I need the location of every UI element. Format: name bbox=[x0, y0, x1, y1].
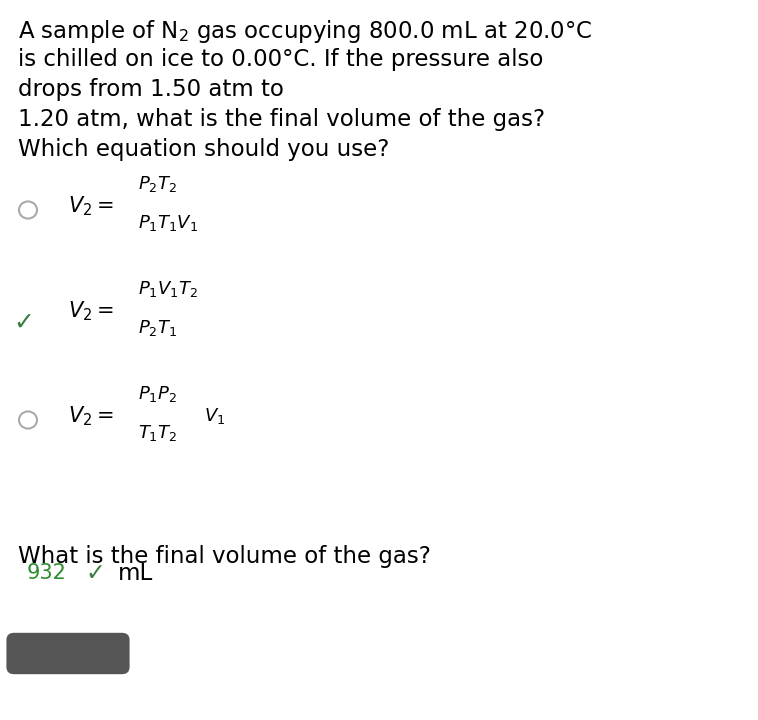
Text: ✓: ✓ bbox=[85, 561, 105, 585]
Text: $V_2 =$: $V_2 =$ bbox=[68, 194, 114, 217]
FancyBboxPatch shape bbox=[6, 483, 130, 524]
Text: What is the final volume of the gas?: What is the final volume of the gas? bbox=[18, 545, 431, 568]
Text: $P_1V_1T_2$: $P_1V_1T_2$ bbox=[138, 279, 198, 299]
Text: $V_2 =$: $V_2 =$ bbox=[68, 300, 114, 323]
Text: ✓: ✓ bbox=[14, 311, 35, 335]
Text: mL: mL bbox=[118, 562, 153, 585]
Text: A sample of N$_2$ gas occupying 800.0 mL at 20.0°C: A sample of N$_2$ gas occupying 800.0 mL… bbox=[18, 18, 593, 45]
Text: 1.20 atm, what is the final volume of the gas?: 1.20 atm, what is the final volume of th… bbox=[18, 108, 545, 131]
Text: $P_2T_2$: $P_2T_2$ bbox=[138, 174, 177, 194]
FancyBboxPatch shape bbox=[6, 633, 130, 674]
Text: $P_1P_2$: $P_1P_2$ bbox=[138, 384, 177, 404]
Text: $P_2T_1$: $P_2T_1$ bbox=[138, 318, 177, 338]
Text: Which equation should you use?: Which equation should you use? bbox=[18, 138, 390, 161]
Text: $P_1T_1V_1$: $P_1T_1V_1$ bbox=[138, 213, 198, 233]
Text: 932: 932 bbox=[27, 563, 67, 583]
Text: COMPLETE: COMPLETE bbox=[23, 619, 114, 634]
Text: is chilled on ice to 0.00°C. If the pressure also: is chilled on ice to 0.00°C. If the pres… bbox=[18, 48, 543, 71]
Text: $T_1T_2$: $T_1T_2$ bbox=[138, 423, 177, 443]
Text: drops from 1.50 atm to: drops from 1.50 atm to bbox=[18, 78, 284, 101]
Text: COMPLETE: COMPLETE bbox=[23, 469, 114, 484]
Text: $V_1$: $V_1$ bbox=[204, 406, 225, 426]
Text: $V_2 =$: $V_2 =$ bbox=[68, 404, 114, 428]
